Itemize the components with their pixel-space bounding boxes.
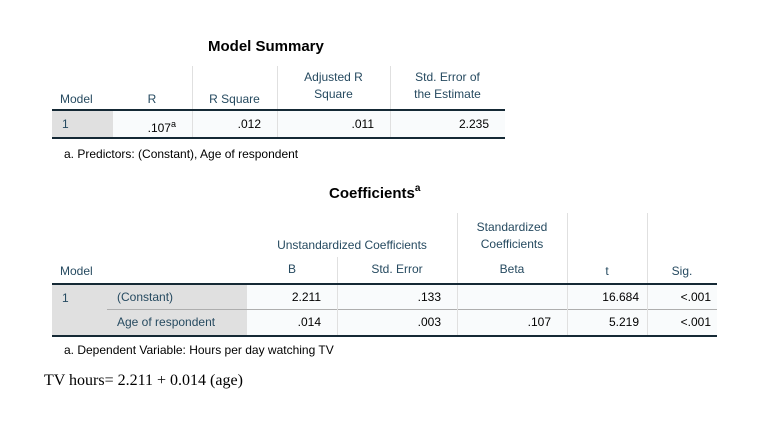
coef-header-divider (647, 213, 648, 284)
ms-cell-adj-r-square: .011 (277, 111, 390, 137)
coef-row-divider (337, 285, 338, 335)
ms-header-se-line2: the Estimate (414, 87, 481, 101)
ms-footnote: a. Predictors: (Constant), Age of respon… (64, 147, 299, 161)
coef-header-rule (52, 283, 717, 285)
ms-header-adj-r-square: Adjusted R Square (277, 70, 390, 102)
coef-header-sig: Sig. (671, 264, 693, 278)
coef-cell-beta: .107 (457, 310, 567, 335)
ms-header-std-error: Std. Error of the Estimate (390, 70, 505, 102)
coef-header-unstandardized: Unstandardized Coefficients (277, 238, 427, 252)
regression-formula: TV hours= 2.211 + 0.014 (age) (44, 372, 243, 389)
ms-cell-std-error: 2.235 (390, 111, 505, 137)
ms-bottom-rule (52, 137, 505, 139)
model-summary-title-text: Model Summary (208, 38, 324, 55)
coef-cell-beta (457, 285, 567, 309)
ms-header-divider (192, 66, 193, 110)
coef-row-divider (457, 285, 458, 335)
coef-header-t: t (605, 264, 609, 278)
coefficients-title-footnote-marker: a (414, 183, 421, 194)
coef-header-b: B (287, 262, 296, 276)
ms-row-divider (112, 111, 113, 137)
coef-bottom-rule (52, 335, 717, 337)
coef-header-divider (337, 257, 338, 284)
coef-header-beta: Beta (499, 262, 525, 276)
ms-header-adj-line1: Adjusted R (304, 70, 363, 84)
coef-header-divider (457, 213, 458, 284)
coef-header-standardized: Standardized Coefficients (457, 220, 567, 252)
coef-cell-t: 16.684 (567, 285, 647, 309)
ms-cell-r-footnote-marker: a (170, 119, 176, 129)
coef-footnote: a. Dependent Variable: Hours per day wat… (64, 343, 334, 357)
ms-header-model: Model (60, 92, 93, 106)
coef-cell-sig: <.001 (647, 310, 717, 335)
coefficients-title: Coefficientsa (329, 183, 420, 202)
coef-row-divider (647, 285, 648, 335)
ms-header-r-square: R Square (209, 92, 260, 106)
coef-table-row: (Constant) 2.211 .133 16.684 <.001 (107, 285, 717, 309)
coef-cell-b: .014 (247, 310, 337, 335)
coef-header-divider (567, 213, 568, 284)
ms-row-divider (390, 111, 391, 137)
coef-cell-t: 5.219 (567, 310, 647, 335)
ms-table-row: 1 .107a .012 .011 2.235 (52, 111, 505, 137)
model-summary-title: Model Summary (208, 38, 324, 55)
ms-header-adj-line2: Square (314, 87, 353, 101)
coefficients-title-text: Coefficients (329, 185, 415, 202)
coef-header-model: Model (60, 264, 93, 278)
ms-header-rule (52, 109, 505, 111)
coef-cell-term: Age of respondent (107, 310, 247, 335)
ms-row-divider (277, 111, 278, 137)
coef-header-standardized-line2: Coefficients (480, 237, 544, 251)
ms-row-divider (192, 111, 193, 137)
ms-cell-model: 1 (52, 111, 112, 137)
ms-header-divider (390, 66, 391, 110)
coef-cell-b: 2.211 (247, 285, 337, 309)
ms-cell-r-square: .012 (192, 111, 277, 137)
ms-cell-r-value: .107 (147, 121, 171, 135)
ms-header-r: R (147, 92, 157, 106)
coef-cell-std-error: .003 (337, 310, 457, 335)
ms-cell-r: .107a (112, 111, 192, 137)
coef-cell-std-error: .133 (337, 285, 457, 309)
coef-cell-term: (Constant) (107, 285, 247, 309)
coef-row-divider (567, 285, 568, 335)
coef-table-row: Age of respondent .014 .003 .107 5.219 <… (107, 310, 717, 335)
coef-cell-model: 1 (52, 285, 107, 335)
coef-row-separator (107, 309, 717, 310)
coef-header-standardized-line1: Standardized (476, 220, 548, 234)
coef-cell-sig: <.001 (647, 285, 717, 309)
coef-header-std-error: Std. Error (371, 262, 423, 276)
ms-header-divider (277, 66, 278, 110)
ms-header-se-line1: Std. Error of (415, 70, 480, 84)
